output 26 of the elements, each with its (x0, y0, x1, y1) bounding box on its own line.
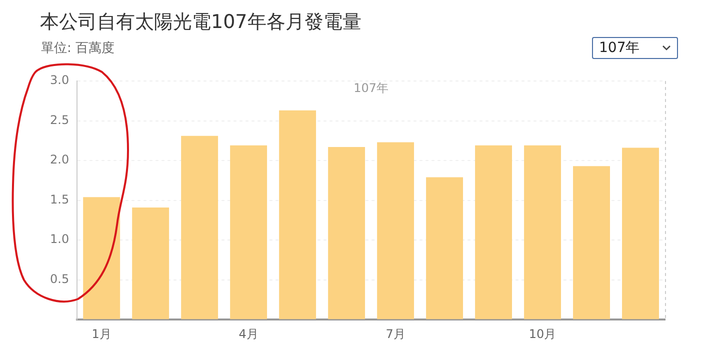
y-tick-label: 1.0 (50, 232, 70, 246)
bar (426, 177, 464, 320)
annotation: 107年 (354, 81, 388, 96)
y-tick-label: 3.0 (50, 73, 70, 88)
x-tick-label: 1月 (92, 326, 112, 341)
y-tick-label: 2.0 (50, 152, 70, 167)
bar (230, 145, 268, 320)
bar (132, 207, 170, 320)
bar (475, 145, 512, 320)
chart-subtitle: 單位: 百萬度 (41, 40, 115, 57)
bar (279, 110, 316, 320)
y-tick-label: 2.5 (50, 112, 70, 127)
bar (181, 136, 218, 320)
bar (328, 147, 366, 320)
x-tick-label: 10月 (528, 326, 556, 341)
x-tick-label: 4月 (238, 326, 258, 341)
bar (83, 197, 120, 320)
bar (377, 142, 414, 320)
bar (524, 145, 561, 320)
y-tick-label: 1.5 (50, 192, 70, 206)
y-tick-label: 0.5 (50, 272, 70, 286)
bar (573, 166, 610, 320)
chart-title: 本公司自有太陽光電107年各月發電量 (40, 10, 362, 35)
x-tick-label: 7月 (386, 326, 406, 341)
year-dropdown: 107年 (592, 37, 678, 59)
bar (622, 148, 659, 320)
